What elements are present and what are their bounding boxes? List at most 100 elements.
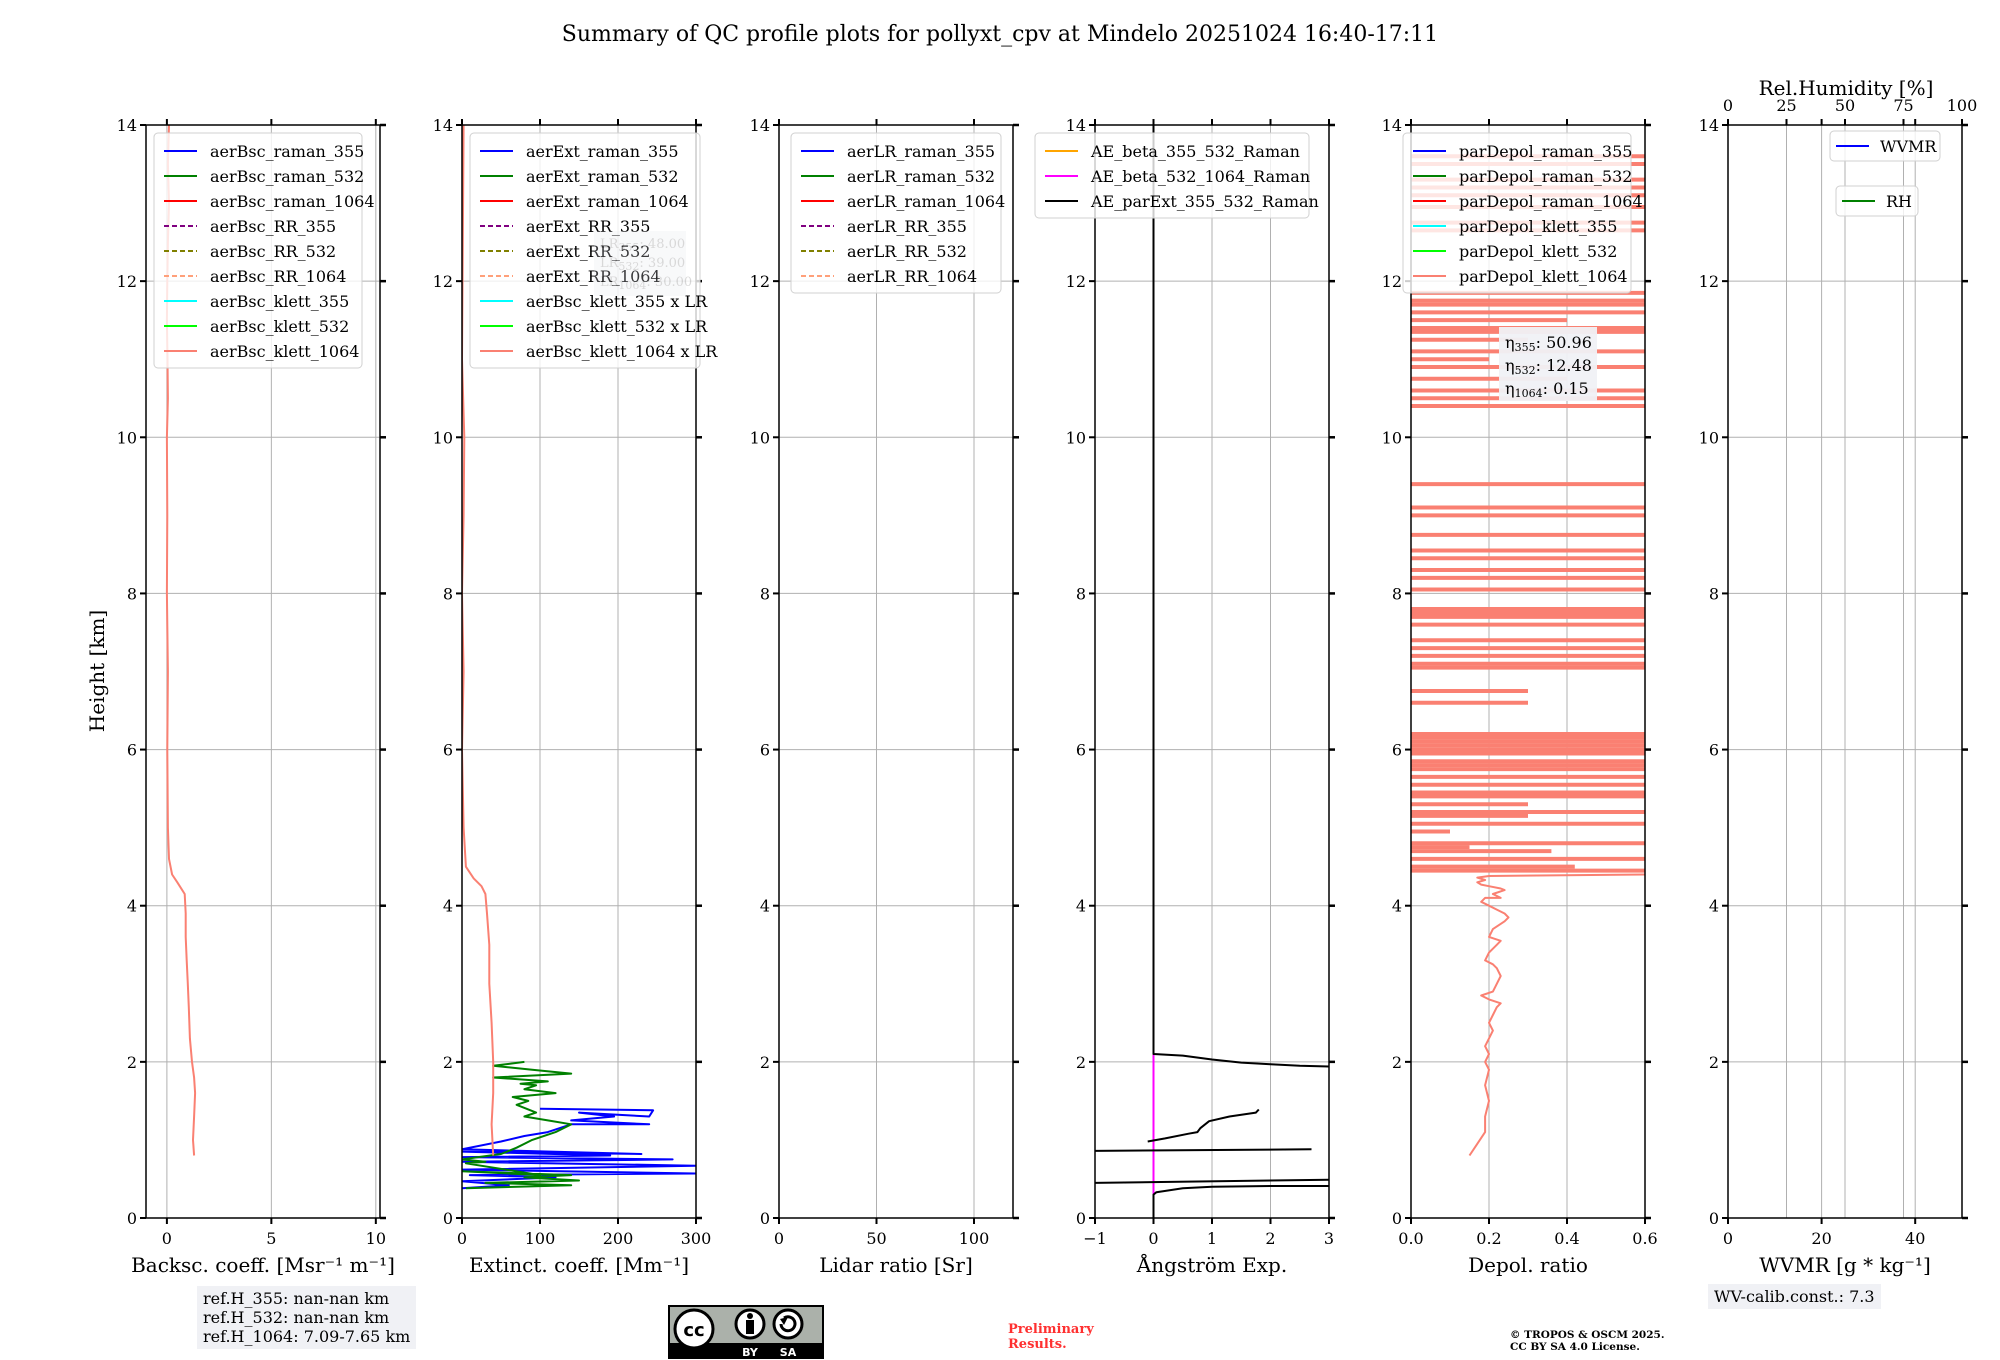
series-line-ae-parext-355-532-raman-lower- [1152,1185,1329,1218]
legend-label: aerLR_RR_532 [847,242,967,261]
y-tick-label: 2 [127,1053,137,1072]
legend-rh: RH [1835,185,1919,217]
legend-frame [1034,132,1310,219]
y-tick-label: 8 [1709,584,1719,603]
x-tick-label: 0 [457,1229,467,1248]
legend-label: parDepol_klett_1064 [1459,267,1628,286]
y-tick-label: 12 [1066,272,1086,291]
y-tick-label: 8 [443,584,453,603]
legend-frame [153,132,363,369]
y-tick-label: 6 [1709,741,1719,760]
x-tick-label: 20 [1811,1229,1831,1248]
axes-frame [145,124,381,1219]
annotation-box [1499,327,1597,401]
legend-frame [1829,130,1941,162]
legend-label: aerExt_raman_532 [526,167,679,186]
preliminary-line-1: Preliminary [1008,1322,1094,1337]
legend-label: parDepol_raman_1064 [1459,192,1643,211]
top-x-tick-label: 25 [1776,96,1796,115]
y-tick-label: 10 [117,428,137,447]
legend-label: aerBsc_klett_1064 [210,342,359,361]
y-tick-label: 0 [1076,1209,1086,1228]
annotation-line: LR355: 48.00 [600,237,685,254]
y-tick-label: 0 [760,1209,770,1228]
series-line-aerext-raman-355 [462,1107,696,1190]
top-x-tick-label: 50 [1835,96,1855,115]
legend-label: RH [1886,192,1912,211]
y-tick-label: 10 [433,428,453,447]
annotation-line: LR532: 39.00 [600,256,685,273]
y-tick-label: 10 [750,428,770,447]
top-x-tick-label: 0 [1723,96,1733,115]
panel-lr: 0 50 100 0 2 4 6 8 10 12 14 Lidar ratio [Sr] aerLR_r… [750,116,1019,1277]
top-x-tick-label: 100 [1947,96,1978,115]
legend-label: parDepol_klett_355 [1459,217,1617,236]
y-tick-label: 10 [1066,428,1086,447]
legend-label: parDepol_raman_532 [1459,167,1632,186]
x-tick-label: 0 [1148,1229,1158,1248]
annotation-box [594,231,686,296]
y-tick-label: 4 [1076,897,1086,916]
legend-label: aerBsc_klett_355 x LR [526,292,708,311]
legend: AE_beta_355_532_Raman AE_beta_532_1064_Ra… [1034,132,1319,219]
legend: aerBsc_raman_355 aerBsc_raman_532 aerBsc_r… [153,132,375,369]
y-tick-label: 12 [1699,272,1719,291]
legend-label: parDepol_klett_532 [1459,242,1617,261]
legend-label: aerBsc_raman_532 [210,167,364,186]
y-tick-label: 0 [1392,1209,1402,1228]
x-tick-label: 100 [959,1229,990,1248]
series-line-ae-parext-355-532-raman-horiz2- [1095,1178,1329,1184]
y-tick-label: 8 [760,584,770,603]
y-tick-label: 6 [1392,741,1402,760]
legend-label: parDepol_raman_355 [1459,142,1632,161]
legend-label: WVMR [1880,137,1937,156]
copyright-line-1: © TROPOS & OSCM 2025. [1510,1329,1665,1341]
ref-height-1064: ref.H_1064: 7.09-7.65 km [203,1327,411,1346]
y-tick-label: 2 [443,1053,453,1072]
y-tick-label: 10 [1699,428,1719,447]
x-tick-label: 0 [1723,1229,1733,1248]
y-tick-label: 12 [1382,272,1402,291]
legend-label: AE_parExt_355_532_Raman [1090,192,1319,211]
legend-label: aerBsc_klett_532 x LR [526,317,708,336]
y-tick-label: 4 [127,897,137,916]
panel-bsc: 0 5 10 0 2 4 6 8 10 12 14 Backsc. coeff. [Msr⁻¹ m⁻¹… [117,116,395,1277]
axes-frame [1410,124,1646,1219]
y-axis-label: Height [km] [85,610,109,732]
by-label: BY [742,1346,759,1359]
x-tick-label: 0 [774,1229,784,1248]
legend-label: aerBsc_RR_355 [210,217,336,236]
y-tick-label: 14 [750,116,770,135]
legend: parDepol_raman_355 parDepol_raman_532 parD… [1402,132,1643,294]
x-tick-label: 0.2 [1476,1229,1501,1248]
x-tick-label: −1 [1083,1229,1107,1248]
legend-label: aerLR_raman_355 [847,142,995,161]
y-tick-label: 14 [1382,116,1402,135]
legend-label: aerBsc_klett_355 [210,292,349,311]
legend-label: aerExt_raman_355 [526,142,679,161]
x-tick-label: 50 [866,1229,886,1248]
y-tick-label: 14 [1066,116,1086,135]
legend-wvmr: WVMR [1829,130,1941,162]
cc-icon-text: cc [683,1320,704,1341]
legend-label: aerBsc_RR_1064 [210,267,346,286]
ref-height-532: ref.H_532: nan-nan km [203,1308,390,1327]
legend-label: AE_beta_532_1064_Raman [1090,167,1310,186]
y-tick-label: 14 [433,116,453,135]
x-tick-label: 5 [266,1229,276,1248]
y-tick-label: 14 [117,116,137,135]
x-tick-label: 2 [1265,1229,1275,1248]
preliminary-results-note: Preliminary Results. [1008,1322,1094,1352]
top-axis-label: Rel.Humidity [%] [1759,76,1934,100]
series-line-ae-parext-355-532-raman-upper- [1152,125,1329,1068]
legend-label: aerExt_raman_1064 [526,192,689,211]
y-tick-label: 6 [1076,741,1086,760]
annotation-line: LR1064: 30.00 [600,275,692,292]
y-tick-label: 0 [1709,1209,1719,1228]
y-tick-label: 14 [1699,116,1719,135]
data-layer [1411,154,1645,1157]
y-tick-label: 12 [433,272,453,291]
y-tick-label: 8 [1076,584,1086,603]
y-tick-label: 6 [443,741,453,760]
